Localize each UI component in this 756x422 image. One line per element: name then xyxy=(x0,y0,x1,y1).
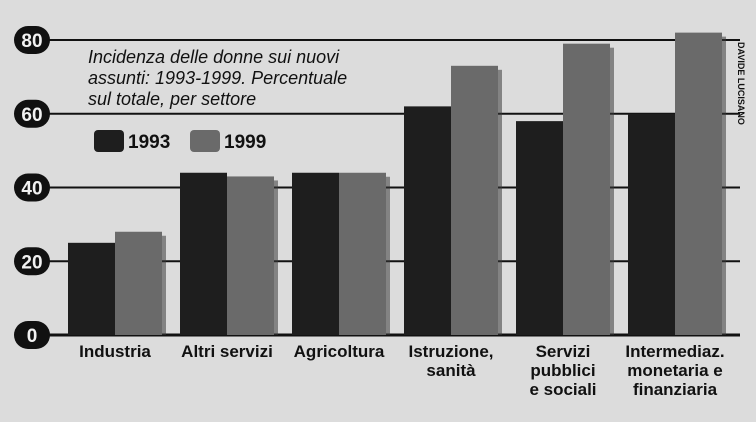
y-tick-label: 60 xyxy=(21,105,42,126)
x-tick-label: Servizi pubblici e sociali xyxy=(529,342,596,399)
y-tick-60: 60 xyxy=(14,99,50,128)
legend-item-1993: 1993 xyxy=(94,130,170,153)
bars xyxy=(68,32,726,335)
y-tick-label: 20 xyxy=(21,252,42,273)
legend: 1993 1999 xyxy=(94,130,266,153)
x-tick-label: Altri servizi xyxy=(181,342,273,361)
bar-1999-4 xyxy=(451,65,498,335)
legend-label: 1999 xyxy=(224,132,266,153)
y-axis: 0 20 40 60 80 xyxy=(14,26,50,349)
credit-label: DAVIDE LUCISANO xyxy=(736,42,746,125)
x-tick-label: Industria xyxy=(79,342,151,361)
y-tick-20: 20 xyxy=(14,247,50,276)
legend-item-1999: 1999 xyxy=(190,130,266,153)
bar-1993-1 xyxy=(68,242,115,335)
y-tick-label: 80 xyxy=(21,31,42,52)
bar-1999-5 xyxy=(563,43,610,335)
bar-1999-3 xyxy=(339,172,386,335)
bar-1993-4 xyxy=(404,106,451,335)
bar-1993-5 xyxy=(516,121,563,335)
y-tick-0: 0 xyxy=(14,321,50,349)
title-backdrop xyxy=(84,45,352,111)
y-tick-label: 40 xyxy=(21,179,42,200)
bar-1999-2 xyxy=(227,176,274,335)
y-tick-label: 0 xyxy=(27,326,38,347)
x-axis-labels: Industria Altri servizi Agricoltura Istruzi… xyxy=(79,342,725,399)
x-tick-label: Agricoltura xyxy=(294,342,385,361)
bar-1993-2 xyxy=(180,172,227,335)
x-tick-label: Istruzione, sanità xyxy=(408,342,493,380)
chart-title: Incidenza delle donne sui nuovi assunti: … xyxy=(84,45,352,111)
legend-label: 1993 xyxy=(128,132,170,153)
y-tick-80: 80 xyxy=(14,26,50,54)
bar-1993-3 xyxy=(292,172,339,335)
bar-1999-6 xyxy=(675,32,722,335)
chart-title-text: Incidenza delle donne sui nuovi assunti: … xyxy=(88,47,347,109)
y-tick-40: 40 xyxy=(14,173,50,202)
bar-1993-6 xyxy=(628,113,675,335)
bar-1999-1 xyxy=(115,231,162,335)
legend-swatch xyxy=(94,130,124,152)
x-tick-label: Intermediaz. monetaria e finanziaria xyxy=(625,342,724,399)
legend-swatch xyxy=(190,130,220,152)
